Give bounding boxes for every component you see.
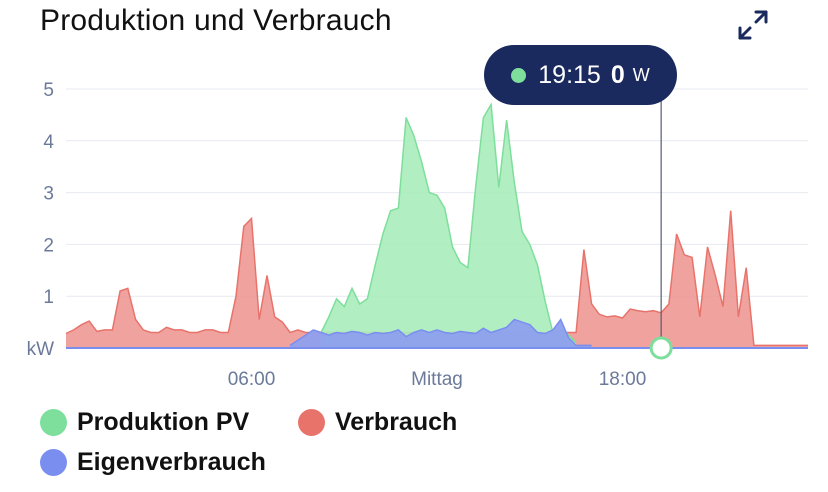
legend-item-verbrauch[interactable]: Verbrauch bbox=[298, 408, 457, 437]
tooltip-unit: W bbox=[632, 64, 650, 85]
series-area-verbrauch bbox=[66, 210, 808, 348]
tooltip-time: 19:15 bbox=[538, 60, 601, 89]
tooltip-value: 0 bbox=[610, 60, 625, 89]
cursor-marker bbox=[649, 336, 673, 360]
legend-item-produktion-pv[interactable]: Produktion PV bbox=[40, 408, 249, 437]
y-tick-label: 1 bbox=[43, 287, 54, 308]
series-area-produktion-pv bbox=[321, 104, 577, 348]
y-tick-label: 2 bbox=[43, 235, 54, 256]
legend-label: Eigenverbrauch bbox=[77, 448, 266, 476]
tooltip-dot bbox=[511, 67, 527, 83]
y-unit-label: kW bbox=[27, 339, 55, 360]
chart-title: Produktion und Verbrauch bbox=[40, 4, 392, 37]
legend-swatch bbox=[40, 449, 67, 476]
y-tick-label: 3 bbox=[43, 184, 54, 205]
legend-swatch bbox=[40, 409, 67, 436]
expand-arrows-icon bbox=[738, 10, 768, 40]
x-tick-label: 18:00 bbox=[599, 369, 647, 390]
series-line-eigenverbrauch bbox=[289, 318, 592, 347]
legend-label: Produktion PV bbox=[77, 408, 250, 436]
series-line-produktion-pv bbox=[320, 102, 577, 344]
y-tick-label: 4 bbox=[43, 132, 54, 153]
area-chart[interactable]: 1 2 3 4 5 kW 06:00 Mittag 18:00 bbox=[0, 0, 828, 400]
y-tick-label: 5 bbox=[43, 80, 54, 101]
tooltip: 19:15 0 W bbox=[484, 45, 677, 105]
x-tick-label: 06:00 bbox=[228, 369, 276, 390]
expand-icon[interactable] bbox=[736, 8, 770, 42]
x-tick-label: Mittag bbox=[411, 369, 463, 390]
legend-label: Verbrauch bbox=[335, 408, 458, 436]
series-area-eigenverbrauch bbox=[290, 319, 592, 348]
legend-item-eigenverbrauch[interactable]: Eigenverbrauch bbox=[40, 448, 266, 477]
legend-swatch bbox=[298, 409, 325, 436]
